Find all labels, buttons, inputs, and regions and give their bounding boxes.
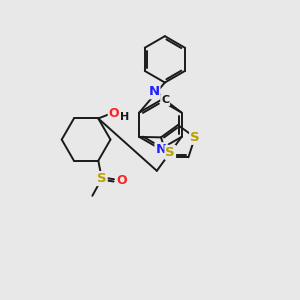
Text: O: O bbox=[109, 106, 119, 120]
Text: S: S bbox=[97, 172, 107, 185]
Text: S: S bbox=[165, 146, 175, 159]
Text: S: S bbox=[190, 131, 200, 144]
Text: N: N bbox=[148, 85, 159, 98]
Text: O: O bbox=[116, 174, 127, 188]
Text: N: N bbox=[155, 143, 167, 156]
Text: H: H bbox=[119, 112, 129, 122]
Text: C: C bbox=[161, 95, 169, 105]
